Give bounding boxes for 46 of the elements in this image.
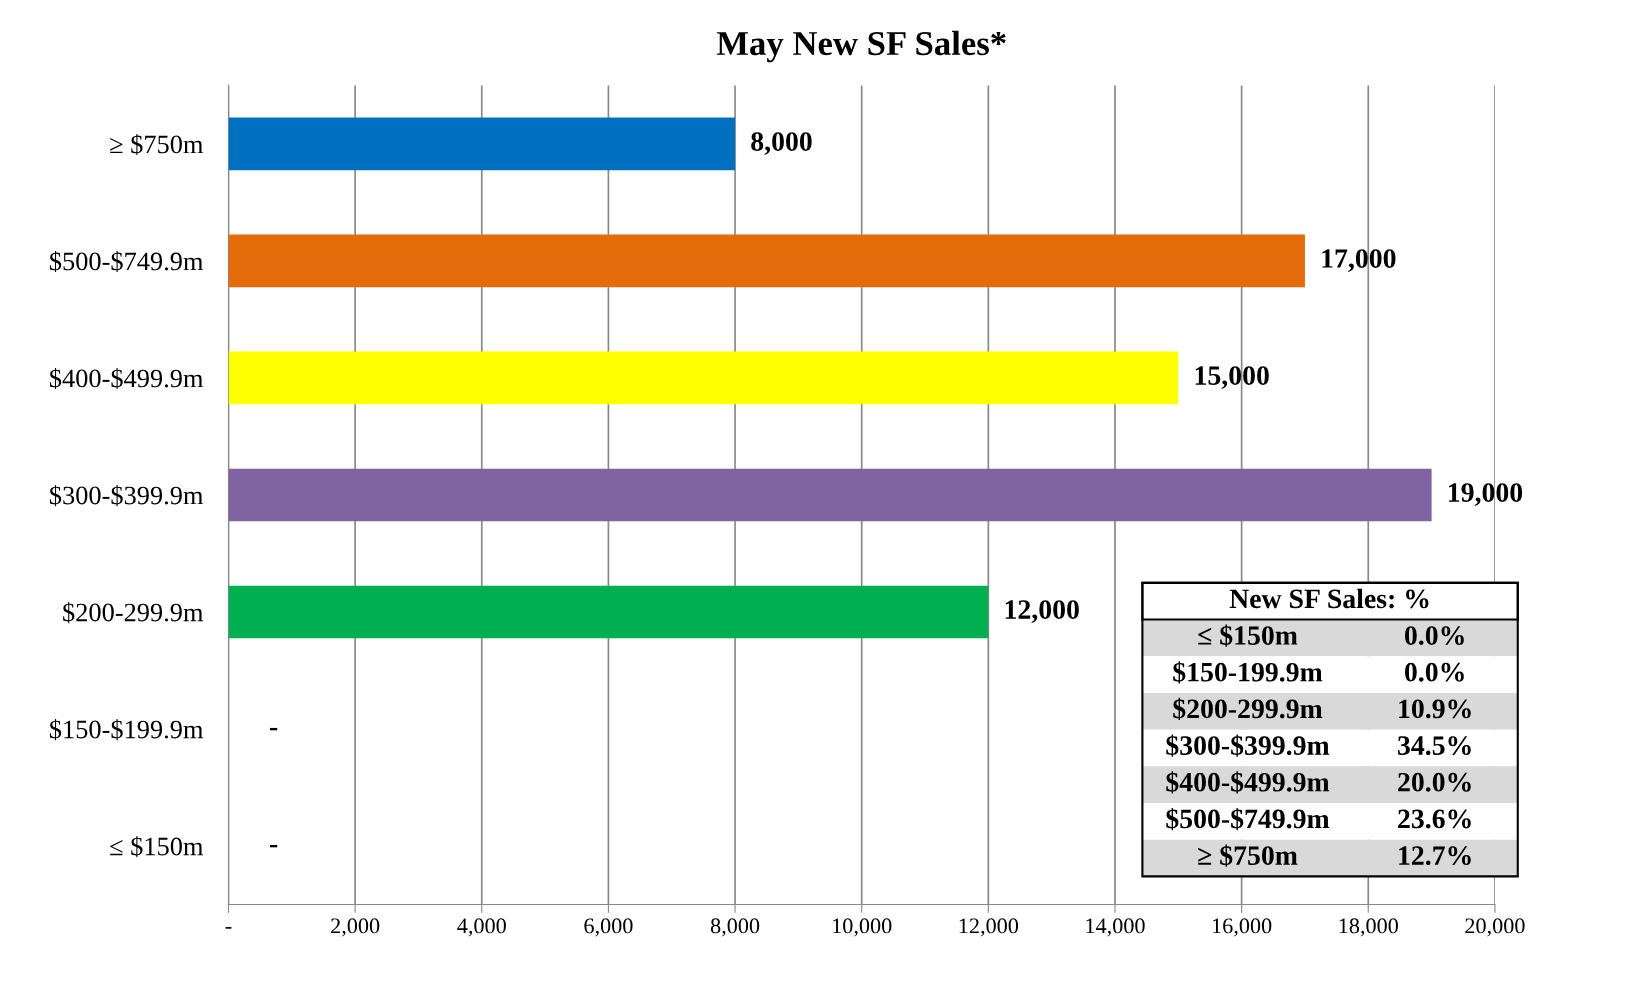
bar xyxy=(228,468,1432,522)
annotation: $500-$749.9m xyxy=(1166,807,1330,831)
annotation: $300-$399.9m xyxy=(1166,734,1330,757)
x-tick-label: 16,000 xyxy=(1213,918,1272,937)
x-tick-label: 14,000 xyxy=(1086,918,1145,937)
annotation: $150-199.9m xyxy=(1173,661,1323,684)
x-tick-label: - xyxy=(225,927,232,929)
data-label: 17,000 xyxy=(1322,249,1396,272)
annotation: 0.0% xyxy=(1404,662,1464,682)
x-tick-label: 18,000 xyxy=(1339,918,1398,937)
data-label: 8,000 xyxy=(751,132,812,155)
annotation: ≥ $750m xyxy=(1198,844,1298,867)
annotation: 12.7% xyxy=(1399,846,1471,866)
x-tick-label: 6,000 xyxy=(584,918,633,937)
annotation: $200-299.9m xyxy=(1173,697,1323,721)
y-tick-label: $150-$199.9m xyxy=(49,719,204,741)
annotation: 23.6% xyxy=(1398,809,1471,829)
data-label: - xyxy=(270,727,278,731)
bar xyxy=(228,234,1305,288)
annotation: ≤ $150m xyxy=(1198,624,1298,647)
bar xyxy=(228,585,989,639)
annotation: 34.5% xyxy=(1398,736,1471,756)
x-tick-label: 4,000 xyxy=(457,918,506,937)
x-tick-label: 12,000 xyxy=(959,918,1019,937)
x-tick-label: 2,000 xyxy=(331,918,380,937)
x-tick-label: 20,000 xyxy=(1465,918,1525,937)
bar xyxy=(228,351,1179,405)
x-tick-label: 10,000 xyxy=(833,918,892,937)
y-tick-label: $300-$399.9m xyxy=(49,485,204,507)
chart-title: May New SF Sales* xyxy=(716,30,1006,63)
annotation: 20.0% xyxy=(1398,772,1471,792)
y-tick-label: $500-$749.9m xyxy=(49,250,204,273)
data-label: 12,000 xyxy=(1005,600,1079,623)
bar xyxy=(228,117,736,171)
y-tick-label: $400-$499.9m xyxy=(49,368,204,390)
annotation: New SF Sales: % xyxy=(1229,588,1429,609)
annotation: 10.9% xyxy=(1399,699,1471,719)
data-label: - xyxy=(270,844,278,848)
data-label: 15,000 xyxy=(1195,366,1269,389)
y-tick-label: ≥ $750m xyxy=(110,133,204,156)
data-label: 19,000 xyxy=(1449,483,1523,506)
annotation: $400-$499.9m xyxy=(1166,771,1330,794)
x-tick-label: 8,000 xyxy=(710,918,760,937)
y-tick-label: ≤ $150m xyxy=(110,836,204,858)
y-tick-label: $200-299.9m xyxy=(63,602,204,624)
annotation: 0.0% xyxy=(1404,626,1464,645)
